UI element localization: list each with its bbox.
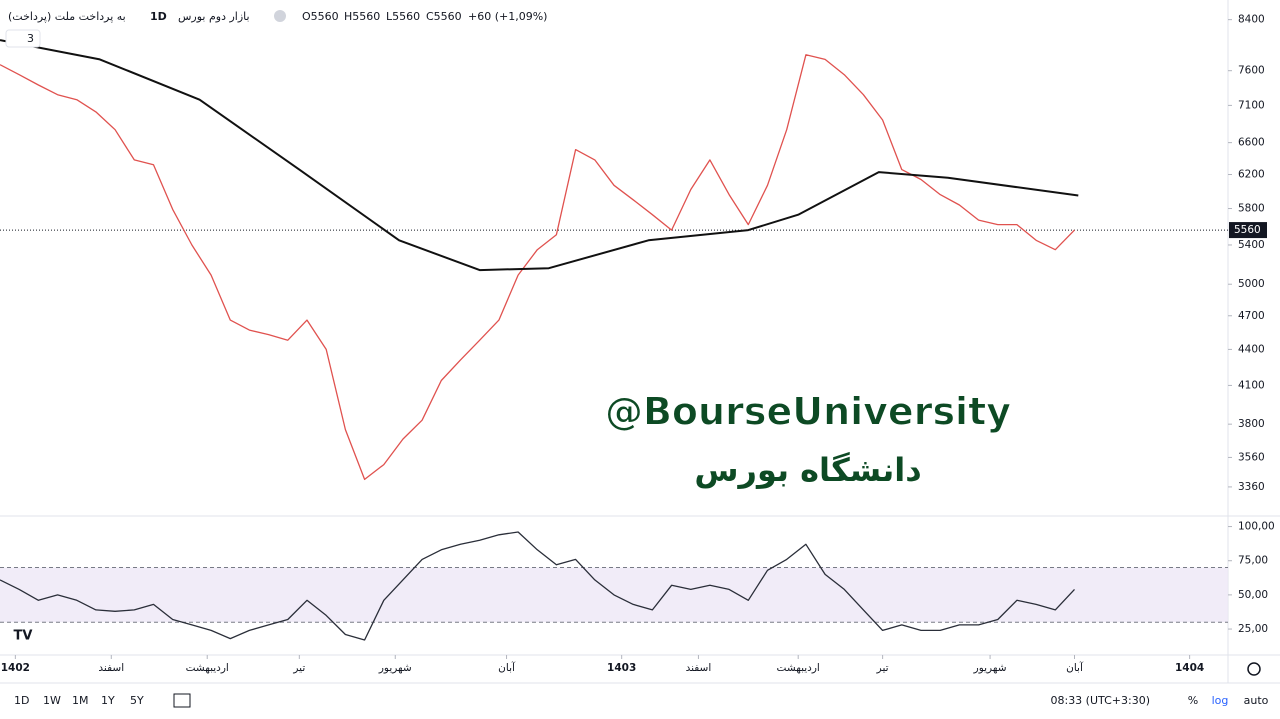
range-button[interactable]: 1W bbox=[43, 694, 61, 707]
y-tick-label: 3800 bbox=[1238, 418, 1265, 430]
y-tick-label: 8400 bbox=[1238, 14, 1265, 26]
x-tick-label: اردیبهشت bbox=[777, 662, 820, 674]
ohlc-close: C5560 bbox=[426, 10, 462, 23]
logo[interactable] bbox=[10, 626, 36, 646]
y-tick-label: 3560 bbox=[1238, 451, 1265, 463]
x-tick-label: 1403 bbox=[607, 662, 636, 674]
indicator-toggle[interactable] bbox=[5, 29, 41, 48]
ohlc-high: H5560 bbox=[344, 10, 380, 23]
watermark-name: دانشگاه بورس bbox=[694, 451, 921, 489]
x-tick-label: آبان bbox=[498, 661, 516, 674]
status-dot[interactable] bbox=[274, 10, 286, 22]
indicator-count: 3 bbox=[27, 32, 34, 45]
range-button[interactable]: 1Y bbox=[101, 694, 115, 707]
logo-mark: TV bbox=[14, 629, 33, 644]
range-button[interactable]: 1D bbox=[14, 694, 29, 707]
x-tick-label: اسفند bbox=[686, 662, 712, 674]
settings-icon[interactable] bbox=[1247, 662, 1261, 676]
symbol: به پرداخت ملت (پرداخت) bbox=[8, 10, 126, 23]
y-tick-label: 50,00 bbox=[1238, 589, 1268, 601]
y-tick-label: 4700 bbox=[1238, 310, 1265, 322]
x-tick-label: شهریور bbox=[973, 662, 1007, 674]
y-tick-label: 7600 bbox=[1238, 65, 1265, 77]
price-label-bg bbox=[1229, 222, 1267, 239]
x-tick-label: 1402 bbox=[1, 662, 30, 674]
log-toggle[interactable]: log bbox=[1212, 694, 1229, 707]
x-tick-label: آبان bbox=[1066, 661, 1084, 674]
series-line bbox=[0, 531, 1075, 641]
y-tick-label: 25,00 bbox=[1238, 623, 1268, 635]
x-tick-label: اسفند bbox=[98, 662, 124, 674]
series-line bbox=[0, 39, 1079, 272]
y-tick-label: 100,00 bbox=[1238, 521, 1275, 533]
y-tick-label: 5000 bbox=[1238, 278, 1265, 290]
y-tick-label: 4100 bbox=[1238, 379, 1265, 391]
x-tick-label: 1404 bbox=[1175, 662, 1204, 674]
clock: 08:33 (UTC+3:30) bbox=[1050, 694, 1150, 707]
ohlc-low: L5560 bbox=[386, 10, 420, 23]
toolbar: 1D 1W 1M 1Y 5Y bbox=[14, 694, 144, 707]
ohlc-open: O5560 bbox=[302, 10, 339, 23]
auto-toggle[interactable]: auto bbox=[1244, 694, 1269, 707]
range-button[interactable]: 1M bbox=[72, 694, 89, 707]
price-label: 5560 bbox=[1234, 224, 1261, 236]
y-tick-label: 5400 bbox=[1238, 239, 1265, 251]
x-tick-label: شهریور bbox=[378, 662, 412, 674]
series-line bbox=[0, 54, 1075, 481]
exchange: بازار دوم بورس bbox=[178, 10, 250, 23]
interval: 1D bbox=[150, 10, 167, 23]
marks: 3360 3560 3800 4100 4400 4700 5000 5400 5800 6200… bbox=[0, 14, 1275, 674]
y-tick-label: 7100 bbox=[1238, 99, 1265, 111]
x-tick-label: تیر bbox=[292, 662, 305, 674]
y-tick-label: 5800 bbox=[1238, 203, 1265, 215]
compare-icon[interactable] bbox=[173, 693, 191, 708]
y-tick-label: 3360 bbox=[1238, 481, 1265, 493]
x-tick-label: اردیبهشت bbox=[186, 662, 229, 674]
y-tick-label: 6600 bbox=[1238, 137, 1265, 149]
watermark-handle: @BourseUniversity bbox=[605, 390, 1011, 434]
y-tick-label: 75,00 bbox=[1238, 555, 1268, 567]
percent-toggle[interactable]: % bbox=[1188, 694, 1198, 707]
y-tick-label: 6200 bbox=[1238, 169, 1265, 181]
range-button[interactable]: 5Y bbox=[130, 694, 144, 707]
ohlc-change: +60 (+1,09%) bbox=[468, 10, 547, 23]
y-tick-label: 4400 bbox=[1238, 343, 1265, 355]
x-tick-label: تیر bbox=[876, 662, 889, 674]
